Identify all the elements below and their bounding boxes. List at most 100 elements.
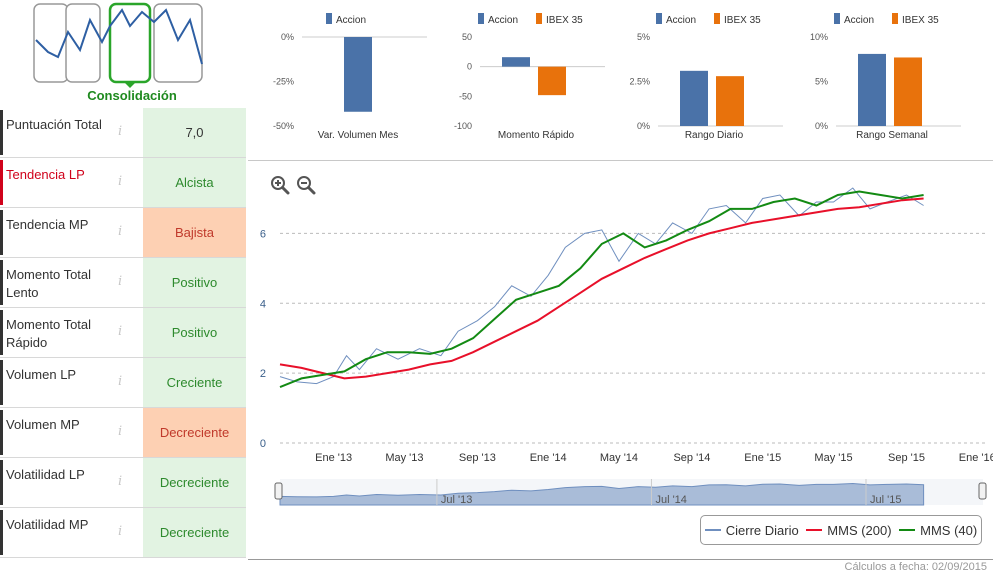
- indicator-value: Creciente: [143, 358, 246, 407]
- bar-accion[interactable]: [502, 57, 530, 67]
- tick-label: -25%: [273, 77, 294, 87]
- row-marker: [0, 260, 3, 305]
- info-icon[interactable]: i: [118, 274, 123, 289]
- phase-pointer: [124, 82, 136, 88]
- indicator-name: Tendencia LP: [6, 167, 85, 182]
- info-icon[interactable]: i: [118, 174, 123, 189]
- legend-swatch: [714, 13, 720, 24]
- phase-sparkline: [35, 8, 203, 65]
- phase-box[interactable]: [108, 2, 152, 84]
- legend-swatch: [656, 13, 662, 24]
- bar-ibex-35[interactable]: [538, 66, 566, 96]
- zoom-out-icon[interactable]: [296, 175, 316, 195]
- legend-swatch: [536, 13, 542, 24]
- tick-label: -50: [459, 91, 472, 101]
- info-icon[interactable]: i: [118, 474, 123, 489]
- mini-chart-title: Rango Semanal: [856, 130, 928, 141]
- mini-chart-var-volumen: Accion 0% -25% -50% Var. Volumen Mes: [262, 0, 440, 150]
- legend-label: Accion: [336, 15, 366, 26]
- y-tick-label: 2: [260, 368, 266, 380]
- info-icon[interactable]: i: [118, 374, 123, 389]
- tick-label: 50: [462, 32, 472, 42]
- bar-accion[interactable]: [858, 53, 886, 126]
- y-tick-label: 0: [260, 438, 266, 450]
- mini-chart-momento-rapido: Accion IBEX 35 50 0 -50 -100 Momento Rápido: [440, 0, 618, 150]
- legend-item-mms40[interactable]: MMS (40): [899, 523, 977, 538]
- row-marker: [0, 110, 3, 155]
- indicator-name: Tendencia MP: [6, 217, 89, 232]
- x-tick-label: Ene '14: [530, 452, 567, 464]
- legend-label: Accion: [666, 15, 696, 26]
- footer: Cálculos a fecha: 02/09/2015: [248, 559, 993, 573]
- info-icon[interactable]: i: [118, 124, 123, 139]
- row-marker: [0, 510, 3, 555]
- indicator-row[interactable]: Puntuación Total i 7,0: [0, 108, 246, 158]
- mini-chart-rango-diario: Accion IBEX 35 5% 2.5% 0% Rango Diario: [618, 0, 796, 150]
- legend-label: Accion: [488, 15, 518, 26]
- indicator-row[interactable]: Volatilidad MP i Decreciente: [0, 508, 246, 558]
- tick-label: -50%: [273, 121, 294, 131]
- navigator-tick: Jul '13: [441, 494, 472, 506]
- tick-label: -100: [454, 121, 472, 131]
- zoom-in-icon[interactable]: [270, 175, 290, 195]
- price-chart[interactable]: 0 2 4 6 Ene '13 May '13 Sep '13 Ene '14 May '14 S…: [248, 160, 993, 560]
- phase-thumbnails[interactable]: [30, 2, 208, 106]
- indicator-value: Positivo: [143, 308, 246, 357]
- tick-label: 5%: [637, 32, 650, 42]
- legend-swatch: [478, 13, 484, 24]
- indicator-name: Volatilidad LP: [6, 467, 85, 482]
- indicator-name: Puntuación Total: [6, 117, 102, 132]
- indicator-name: Volumen MP: [6, 417, 80, 432]
- line-cierre-diario[interactable]: [279, 187, 924, 385]
- info-icon[interactable]: i: [118, 524, 123, 539]
- navigator-tick: Jul '15: [870, 494, 901, 506]
- legend-label: Accion: [844, 15, 874, 26]
- line-mms200[interactable]: [279, 197, 924, 380]
- legend-label: Cierre Diario: [725, 522, 799, 538]
- info-icon[interactable]: i: [118, 224, 123, 239]
- tick-label: 0%: [637, 121, 650, 131]
- navigator-tick: Jul '14: [655, 494, 686, 506]
- indicator-row[interactable]: Volumen LP i Creciente: [0, 358, 246, 408]
- x-tick-label: May '14: [600, 452, 638, 464]
- indicator-row[interactable]: Momento Total Rápido i Positivo: [0, 308, 246, 358]
- legend-item-cierre[interactable]: Cierre Diario: [704, 522, 799, 538]
- bar-ibex-35[interactable]: [894, 57, 922, 126]
- indicator-row[interactable]: Tendencia LP i Alcista: [0, 158, 246, 208]
- x-tick-label: May '13: [385, 452, 423, 464]
- legend-swatch: [899, 529, 916, 531]
- bar-accion[interactable]: [680, 70, 708, 126]
- mini-chart-title: Momento Rápido: [498, 130, 575, 141]
- navigator-handle-left[interactable]: [274, 482, 283, 500]
- x-tick-label: Sep '14: [673, 452, 710, 464]
- row-marker: [0, 410, 3, 455]
- indicator-table: Puntuación Total i 7,0 Tendencia LP i Alcista…: [0, 108, 246, 558]
- legend-label: IBEX 35: [546, 15, 583, 26]
- mini-chart-rango-semanal: Accion IBEX 35 10% 5% 0% Rango Semanal: [796, 0, 974, 150]
- row-marker: [0, 460, 3, 505]
- indicator-value: Decreciente: [143, 458, 246, 507]
- x-tick-label: Ene '13: [315, 452, 352, 464]
- line-mms40[interactable]: [279, 190, 924, 389]
- info-icon[interactable]: i: [118, 324, 123, 339]
- y-tick-label: 6: [260, 228, 266, 240]
- indicator-value: Decreciente: [143, 408, 246, 457]
- tick-label: 2.5%: [629, 77, 650, 87]
- legend-item-mms200[interactable]: MMS (200): [806, 523, 892, 538]
- bar-ibex-35[interactable]: [716, 76, 744, 126]
- phase-selector[interactable]: [30, 2, 208, 106]
- price-chart-svg[interactable]: 0 2 4 6 Ene '13 May '13 Sep '13 Ene '14 May '14 S…: [248, 161, 993, 561]
- indicator-row[interactable]: Volatilidad LP i Decreciente: [0, 458, 246, 508]
- indicator-value: 7,0: [143, 108, 246, 157]
- navigator-handle-right[interactable]: [978, 482, 987, 500]
- mini-chart-title: Rango Diario: [685, 130, 744, 141]
- x-tick-label: Ene '15: [744, 452, 781, 464]
- bar-accion[interactable]: [344, 37, 372, 112]
- indicator-row[interactable]: Momento Total Lento i Positivo: [0, 258, 246, 308]
- navigator-series: [279, 482, 925, 506]
- indicator-name: Volumen LP: [6, 367, 77, 382]
- indicator-row[interactable]: Volumen MP i Decreciente: [0, 408, 246, 458]
- indicator-name: Momento Total Lento: [6, 267, 92, 300]
- indicator-row[interactable]: Tendencia MP i Bajista: [0, 208, 246, 258]
- info-icon[interactable]: i: [118, 424, 123, 439]
